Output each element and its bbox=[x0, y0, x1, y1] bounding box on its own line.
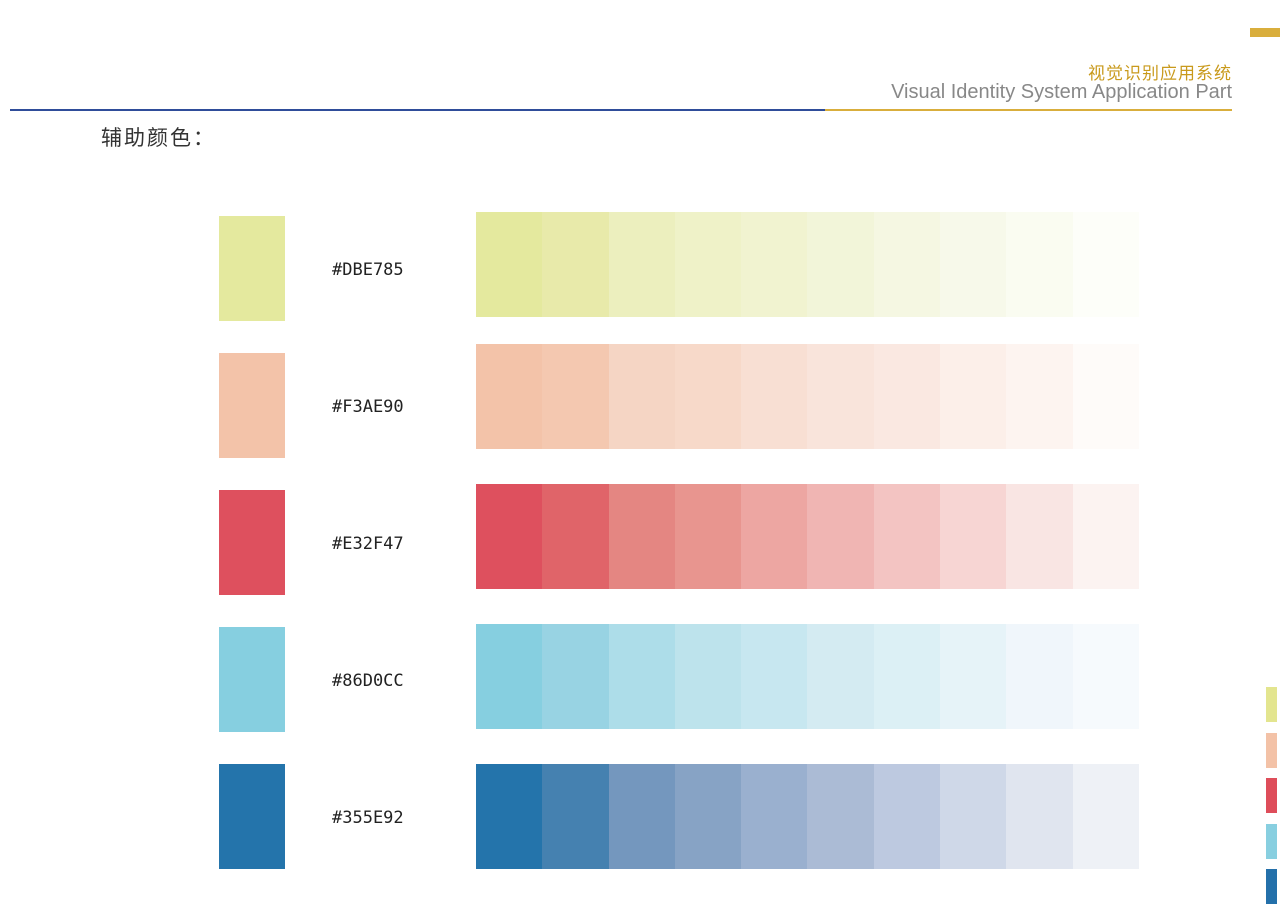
tint-step bbox=[940, 484, 1007, 589]
color-hex-label: #E32F47 bbox=[332, 534, 404, 554]
tint-step bbox=[542, 624, 609, 729]
tint-step bbox=[1006, 212, 1073, 317]
tint-step bbox=[608, 344, 675, 449]
side-tab bbox=[1266, 687, 1277, 722]
color-hex-label: #355E92 bbox=[332, 808, 404, 828]
tint-scale bbox=[476, 344, 1139, 449]
tint-step bbox=[1072, 624, 1139, 729]
header-rule-gold bbox=[825, 109, 1232, 111]
tint-step bbox=[940, 212, 1007, 317]
tint-scale bbox=[476, 764, 1139, 869]
color-hex-label: #DBE785 bbox=[332, 260, 404, 280]
tint-step bbox=[1006, 344, 1073, 449]
tint-step bbox=[476, 484, 543, 589]
tint-step bbox=[940, 344, 1007, 449]
tint-step bbox=[608, 212, 675, 317]
tint-step bbox=[1006, 764, 1073, 869]
tint-step bbox=[542, 764, 609, 869]
tint-step bbox=[807, 484, 874, 589]
tint-step bbox=[1072, 212, 1139, 317]
section-title: 辅助颜色： bbox=[101, 126, 216, 150]
tint-step bbox=[476, 764, 543, 869]
header-title-cn: 视觉识别应用系统 bbox=[1088, 64, 1232, 84]
tint-step bbox=[807, 764, 874, 869]
tint-step bbox=[1072, 484, 1139, 589]
tint-step bbox=[476, 344, 543, 449]
tint-scale bbox=[476, 624, 1139, 729]
tint-step bbox=[542, 484, 609, 589]
tint-step bbox=[476, 212, 543, 317]
tint-step bbox=[608, 624, 675, 729]
tint-step bbox=[674, 484, 742, 589]
tint-step bbox=[940, 764, 1007, 869]
tint-step bbox=[807, 624, 874, 729]
tint-step bbox=[1072, 344, 1139, 449]
color-hex-label: #F3AE90 bbox=[332, 397, 404, 417]
header-rule-blue bbox=[10, 109, 825, 111]
tint-step bbox=[873, 344, 941, 449]
tint-step bbox=[476, 624, 543, 729]
color-swatch bbox=[219, 764, 285, 869]
tint-step bbox=[674, 624, 742, 729]
tint-scale bbox=[476, 484, 1139, 589]
tint-step bbox=[674, 344, 742, 449]
tint-scale bbox=[476, 212, 1139, 317]
tint-step bbox=[741, 764, 808, 869]
tint-step bbox=[873, 212, 941, 317]
side-tab bbox=[1266, 733, 1277, 768]
color-swatch bbox=[219, 490, 285, 595]
side-tab bbox=[1266, 869, 1277, 904]
tint-step bbox=[1006, 624, 1073, 729]
tint-step bbox=[608, 484, 675, 589]
tint-step bbox=[1072, 764, 1139, 869]
color-swatch bbox=[219, 353, 285, 458]
tint-step bbox=[674, 764, 742, 869]
tint-step bbox=[873, 484, 941, 589]
color-hex-label: #86D0CC bbox=[332, 671, 404, 691]
color-swatch bbox=[219, 627, 285, 732]
tint-step bbox=[807, 344, 874, 449]
tint-step bbox=[608, 764, 675, 869]
tint-step bbox=[741, 212, 808, 317]
tint-step bbox=[807, 212, 874, 317]
tint-step bbox=[940, 624, 1007, 729]
tint-step bbox=[873, 764, 941, 869]
tint-step bbox=[741, 484, 808, 589]
tint-step bbox=[1006, 484, 1073, 589]
tint-step bbox=[674, 212, 742, 317]
tint-step bbox=[741, 344, 808, 449]
tint-step bbox=[873, 624, 941, 729]
color-swatch bbox=[219, 216, 285, 321]
tint-step bbox=[542, 344, 609, 449]
side-tab bbox=[1266, 778, 1277, 813]
side-tab bbox=[1266, 824, 1277, 859]
header-title-en: Visual Identity System Application Part bbox=[891, 81, 1232, 103]
tint-step bbox=[542, 212, 609, 317]
tint-step bbox=[741, 624, 808, 729]
corner-accent bbox=[1250, 28, 1280, 37]
